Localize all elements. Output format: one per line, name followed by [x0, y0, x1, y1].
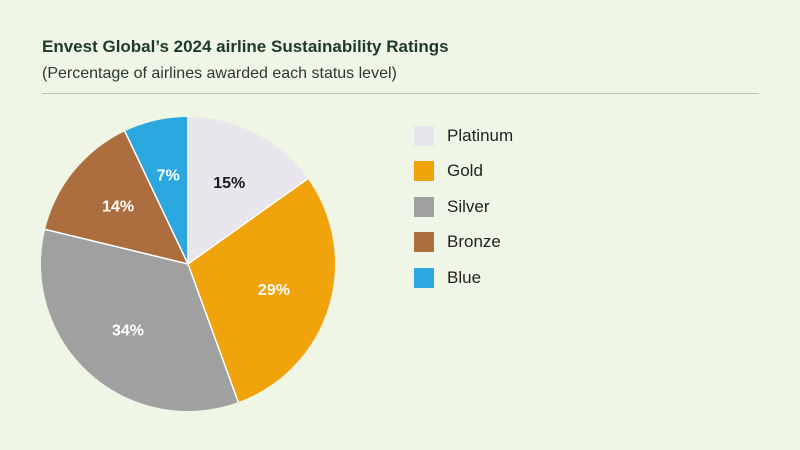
chart-title: Envest Global’s 2024 airline Sustainabil…: [42, 37, 449, 56]
data-label-blue: 7%: [157, 167, 180, 184]
chart-legend: Platinum Gold Silver Bronze Blue: [414, 118, 513, 296]
slice-separator: [187, 178, 309, 265]
data-label-gold: 29%: [258, 282, 290, 299]
legend-item-bronze: Bronze: [414, 225, 513, 261]
legend-label-platinum: Platinum: [447, 125, 514, 145]
chart-subtitle: (Percentage of airlines awarded each sta…: [42, 65, 397, 82]
legend-swatch-gold: [414, 161, 434, 182]
legend-label-blue: Blue: [447, 267, 482, 287]
pie-slice-bronze: [45, 131, 188, 264]
legend-item-platinum: Platinum: [414, 118, 513, 154]
data-label-bronze: 14%: [102, 198, 134, 215]
pie-slice-gold: [188, 178, 335, 403]
pie-slice-blue: [124, 117, 188, 264]
legend-swatch-blue: [414, 267, 434, 288]
legend-label-silver: Silver: [447, 196, 490, 216]
legend-item-gold: Gold: [414, 154, 513, 190]
data-label-silver: 34%: [112, 322, 144, 339]
legend-swatch-bronze: [414, 232, 434, 253]
data-label-platinum: 15%: [213, 175, 245, 192]
legend-label-bronze: Bronze: [447, 232, 501, 252]
legend-swatch-platinum: [414, 125, 434, 146]
slice-separator: [124, 130, 189, 265]
title-divider: [42, 93, 759, 94]
pie-slice-silver: [40, 229, 239, 411]
slice-separator: [187, 263, 239, 403]
pie-slice-platinum: [188, 117, 308, 264]
slice-separator: [44, 228, 189, 265]
legend-swatch-silver: [414, 196, 434, 217]
legend-item-silver: Silver: [414, 189, 513, 225]
legend-item-blue: Blue: [414, 260, 513, 296]
legend-label-gold: Gold: [447, 161, 483, 181]
